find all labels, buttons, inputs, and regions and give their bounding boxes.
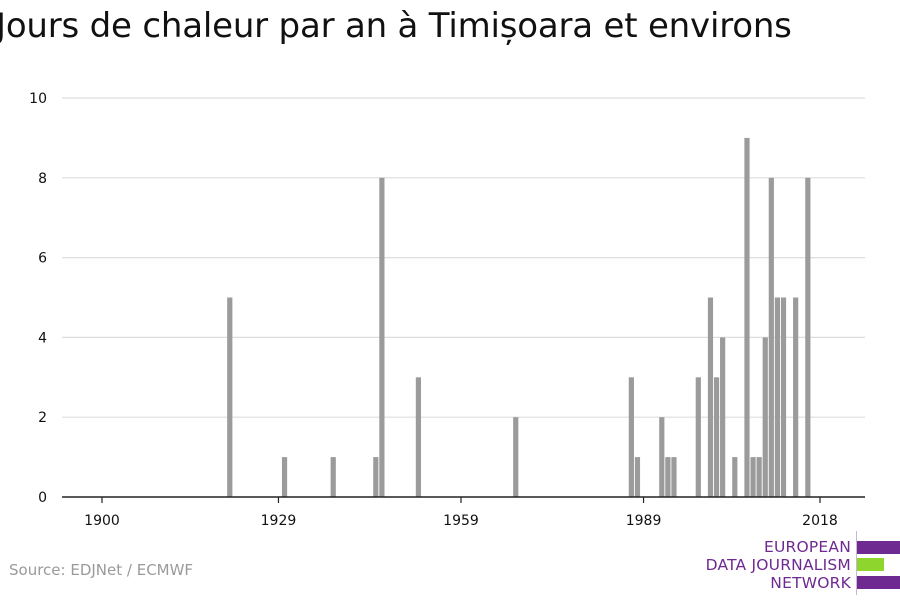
bar-2008 [756,457,762,497]
bar-2001 [713,377,720,497]
source-note: Source: EDJNet / ECMWF [9,561,194,579]
bar-2007 [750,457,756,497]
edjnet-logo: EUROPEAN DATA JOURNALISM NETWORK [700,531,900,595]
bar-2000 [707,297,714,497]
logo-bar-top [857,541,900,554]
bar-1988 [634,457,641,497]
bar-2006 [744,137,750,497]
axes: 0 2 4 6 8 10 1900 1929 1959 1989 2018 [29,91,865,529]
bar-1993 [665,457,671,497]
x-tick-label-1989: 1989 [626,513,662,529]
bar-1921 [227,297,233,497]
bars [227,137,811,498]
y-tick-label-6: 6 [38,251,47,267]
bar-2002 [720,337,726,497]
logo-text-line-2: DATA JOURNALISM [705,556,851,574]
x-tick-label-1959: 1959 [443,513,479,529]
logo-bar-middle [857,558,884,571]
gridlines [62,97,865,418]
y-tick-label-8: 8 [38,171,47,187]
x-tick-label-1929: 1929 [261,513,297,529]
logo-text-line-3: NETWORK [770,574,851,592]
bar-2014 [793,297,799,497]
logo-bar-bottom [857,576,900,589]
bar-1946 [379,177,385,498]
logo-text-line-1: EUROPEAN [763,538,851,556]
bar-2012 [780,297,787,497]
logo-divider [856,531,857,595]
bar-1987 [628,377,634,497]
y-tick-label-10: 10 [29,91,47,107]
bar-2004 [732,457,738,497]
bar-2011 [774,297,781,497]
y-tick-label-4: 4 [38,330,47,346]
bar-1998 [695,377,701,497]
bar-1945 [373,457,379,497]
x-tick-label-2018: 2018 [802,513,838,529]
bar-1994 [671,457,677,497]
x-tick-label-1900: 1900 [84,513,120,529]
bar-2009 [762,337,768,497]
y-tick-label-0: 0 [38,490,47,506]
y-tick-label-2: 2 [38,410,47,426]
bar-2016 [805,177,811,498]
bar-1992 [659,417,665,497]
bar-1952 [415,377,422,497]
bar-2010 [768,177,774,498]
chart-title: Jours de chaleur par an à Timișoara et e… [0,6,792,46]
bar-1968 [513,417,519,497]
bar-1930 [281,457,288,497]
bar-1938 [330,457,336,497]
